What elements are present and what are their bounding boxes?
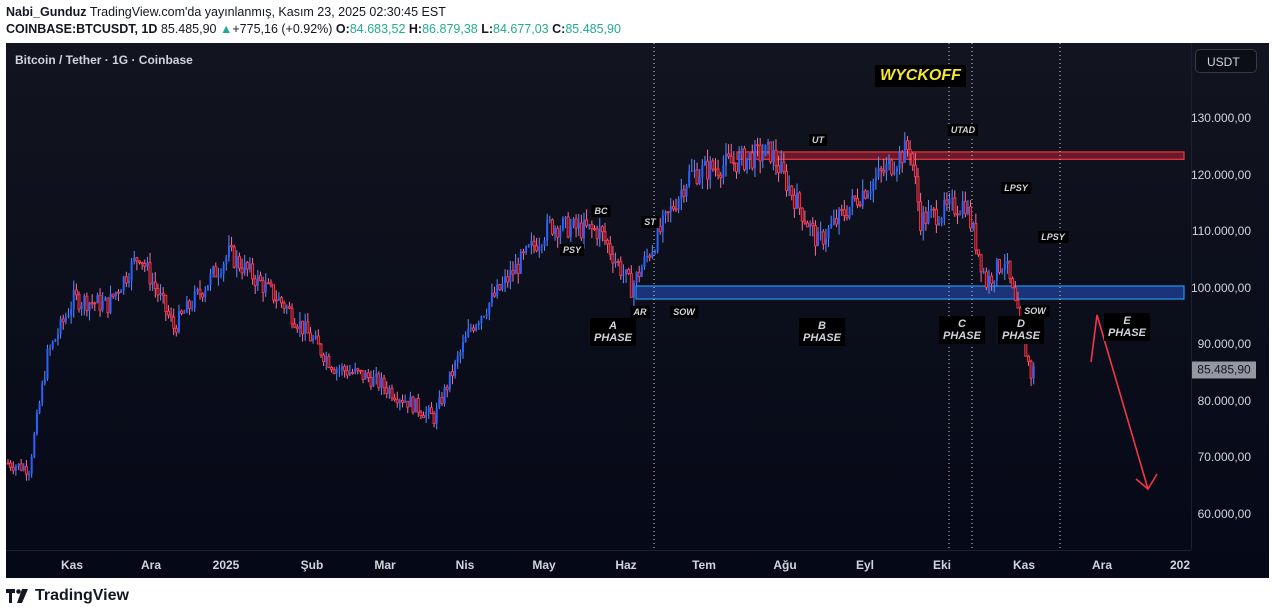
x-tick: Ara (1091, 558, 1113, 572)
chart-header: Nabi_Gunduz TradingView.com'da yayınlanm… (6, 4, 621, 38)
low-value: 84.677,03 (493, 22, 549, 36)
x-tick: Kas (60, 558, 84, 572)
x-tick: Şub (300, 558, 324, 572)
publish-info: TradingView.com'da yayınlanmış, Kasım 23… (89, 5, 446, 19)
time-axis[interactable]: Kas Ara 2025 Şub Mar Nis May Haz Tem Ağu… (6, 550, 1191, 579)
x-tick: Tem (692, 558, 716, 572)
phase-c-label: C PHASE (939, 316, 985, 344)
x-tick: Nis (455, 558, 475, 572)
x-tick: Ağu (773, 558, 797, 572)
author[interactable]: Nabi_Gunduz (6, 5, 87, 19)
phase-d-label: D PHASE (998, 316, 1044, 344)
x-tick: May (532, 558, 556, 572)
label-lpsy-1: LPSY (1001, 182, 1031, 194)
x-tick: Kas (1012, 558, 1036, 572)
y-tick: 80.000,00 (1197, 394, 1251, 408)
support-zone (635, 285, 1185, 300)
close-value: 85.485,90 (565, 22, 621, 36)
x-tick: Haz (615, 558, 637, 572)
x-tick: Eki (932, 558, 952, 572)
y-tick: 100.000,00 (1190, 281, 1251, 295)
tradingview-logo-icon (6, 589, 28, 603)
open-value: 84.683,52 (349, 22, 406, 36)
phase-b-label: B PHASE (799, 318, 845, 346)
label-psy: PSY (559, 244, 585, 256)
currency-selector[interactable]: USDT (1195, 49, 1257, 73)
resistance-zone (736, 151, 1185, 160)
chart-area[interactable]: Bitcoin / Tether · 1G · Coinbase WYCKOFF… (6, 43, 1269, 578)
projection-arrow (1090, 314, 1149, 490)
ohlc-line: COINBASE:BTCUSDT, 1D 85.485,90 ▲+775,16 … (6, 21, 621, 38)
high-label: H: (408, 22, 423, 36)
tradingview-logo[interactable]: TradingView (6, 587, 129, 605)
up-arrow-icon: ▲ (219, 22, 233, 36)
publish-line: Nabi_Gunduz TradingView.com'da yayınlanm… (6, 4, 621, 21)
low-label: L: (481, 22, 494, 36)
symbol: COINBASE:BTCUSDT, 1D (6, 22, 158, 36)
y-tick: 90.000,00 (1197, 337, 1251, 351)
label-st: ST (641, 216, 659, 228)
candlestick-plot[interactable] (6, 43, 1191, 550)
label-sow-1: SOW (670, 306, 698, 318)
x-tick: 2025 (212, 558, 240, 572)
last-price-label: 85.485,90 (1192, 361, 1256, 379)
change: +775,16 (+0.92%) (232, 22, 333, 36)
y-tick: 70.000,00 (1197, 450, 1251, 464)
label-bc: BC (591, 205, 611, 217)
y-tick: 120.000,00 (1190, 168, 1251, 182)
x-tick: Mar (374, 558, 396, 572)
label-lpsy-2: LPSY (1038, 231, 1068, 243)
label-ut: UT (809, 134, 827, 146)
x-tick: Ara (140, 558, 162, 572)
y-tick: 60.000,00 (1197, 507, 1251, 521)
close-label: C: (552, 22, 566, 36)
phase-e-label: E PHASE (1104, 313, 1150, 341)
open-label: O: (335, 22, 350, 36)
label-ar: AR (630, 306, 650, 318)
label-utad: UTAD (947, 124, 979, 136)
y-tick: 110.000,00 (1191, 224, 1251, 238)
chart-legend: Bitcoin / Tether · 1G · Coinbase (15, 53, 193, 67)
wyckoff-title: WYCKOFF (875, 65, 966, 87)
brand-name: TradingView (35, 587, 129, 604)
x-tick: Eyl (855, 558, 875, 572)
price: 85.485,90 (160, 22, 217, 36)
label-sow-2: SOW (1021, 305, 1049, 317)
arrow-head-icon (1135, 473, 1158, 491)
price-axis[interactable]: 130.000,00 120.000,00 110.000,00 100.000… (1191, 43, 1270, 550)
phase-a-label: A PHASE (590, 318, 636, 346)
x-tick: 202 (1169, 558, 1191, 572)
y-tick: 130.000,00 (1190, 111, 1251, 125)
high-value: 86.879,38 (422, 22, 478, 36)
